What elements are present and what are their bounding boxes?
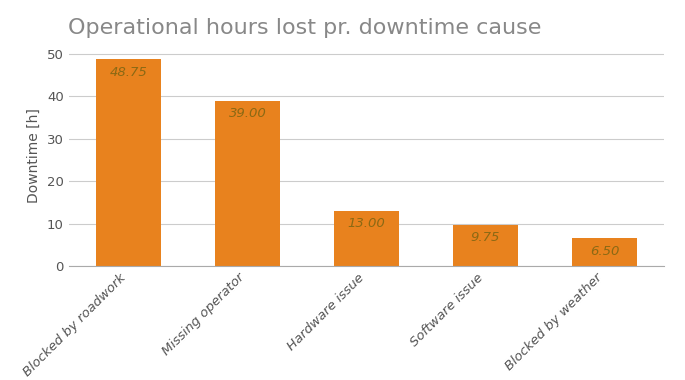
Text: Operational hours lost pr. downtime cause: Operational hours lost pr. downtime caus…	[68, 19, 542, 38]
Bar	[453, 225, 519, 266]
Bar	[572, 239, 637, 266]
Text: 6.50: 6.50	[590, 245, 619, 258]
Text: 9.75: 9.75	[471, 231, 500, 244]
Y-axis label: Downtime [h]: Downtime [h]	[27, 108, 41, 203]
Bar	[334, 211, 399, 266]
Bar	[214, 101, 280, 266]
Text: 48.75: 48.75	[110, 66, 147, 79]
Bar	[96, 59, 161, 266]
Text: 13.00: 13.00	[347, 217, 386, 230]
Text: 39.00: 39.00	[229, 107, 266, 120]
